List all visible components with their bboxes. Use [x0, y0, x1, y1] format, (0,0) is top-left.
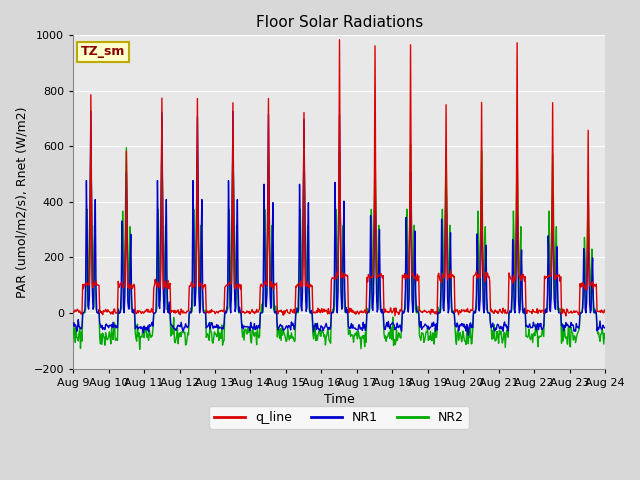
NR1: [69, 323, 77, 329]
NR1: [188, 278, 196, 284]
NR1: [404, 309, 412, 315]
NR1: [216, 324, 224, 330]
Text: TZ_sm: TZ_sm: [81, 45, 125, 59]
q_line: [134, 308, 141, 313]
NR1: [602, 325, 609, 331]
q_line: [216, 308, 223, 314]
NR2: [136, 347, 143, 352]
Legend: q_line, NR1, NR2: q_line, NR1, NR2: [209, 406, 469, 429]
Title: Floor Solar Radiations: Floor Solar Radiations: [255, 15, 423, 30]
Line: NR2: NR2: [73, 144, 605, 349]
NR2: [69, 335, 77, 341]
Line: NR1: NR1: [73, 111, 605, 335]
NR2: [134, 321, 141, 327]
NR1: [79, 310, 86, 316]
NR1: [134, 326, 142, 332]
NR1: [87, 108, 95, 114]
q_line: [562, 313, 570, 319]
X-axis label: Time: Time: [324, 393, 355, 406]
NR2: [406, 141, 414, 147]
NR2: [216, 335, 224, 341]
q_line: [69, 309, 77, 315]
NR2: [420, 338, 428, 344]
q_line: [79, 282, 86, 288]
Y-axis label: PAR (umol/m2/s), Rnet (W/m2): PAR (umol/m2/s), Rnet (W/m2): [15, 106, 28, 298]
NR2: [188, 306, 196, 312]
NR1: [420, 324, 428, 329]
NR2: [79, 310, 86, 316]
q_line: [404, 274, 412, 279]
NR2: [404, 298, 412, 304]
q_line: [335, 37, 343, 43]
NR1: [465, 332, 472, 338]
q_line: [188, 279, 195, 285]
q_line: [420, 309, 428, 314]
Line: q_line: q_line: [73, 40, 605, 316]
NR2: [602, 336, 609, 341]
q_line: [602, 309, 609, 314]
